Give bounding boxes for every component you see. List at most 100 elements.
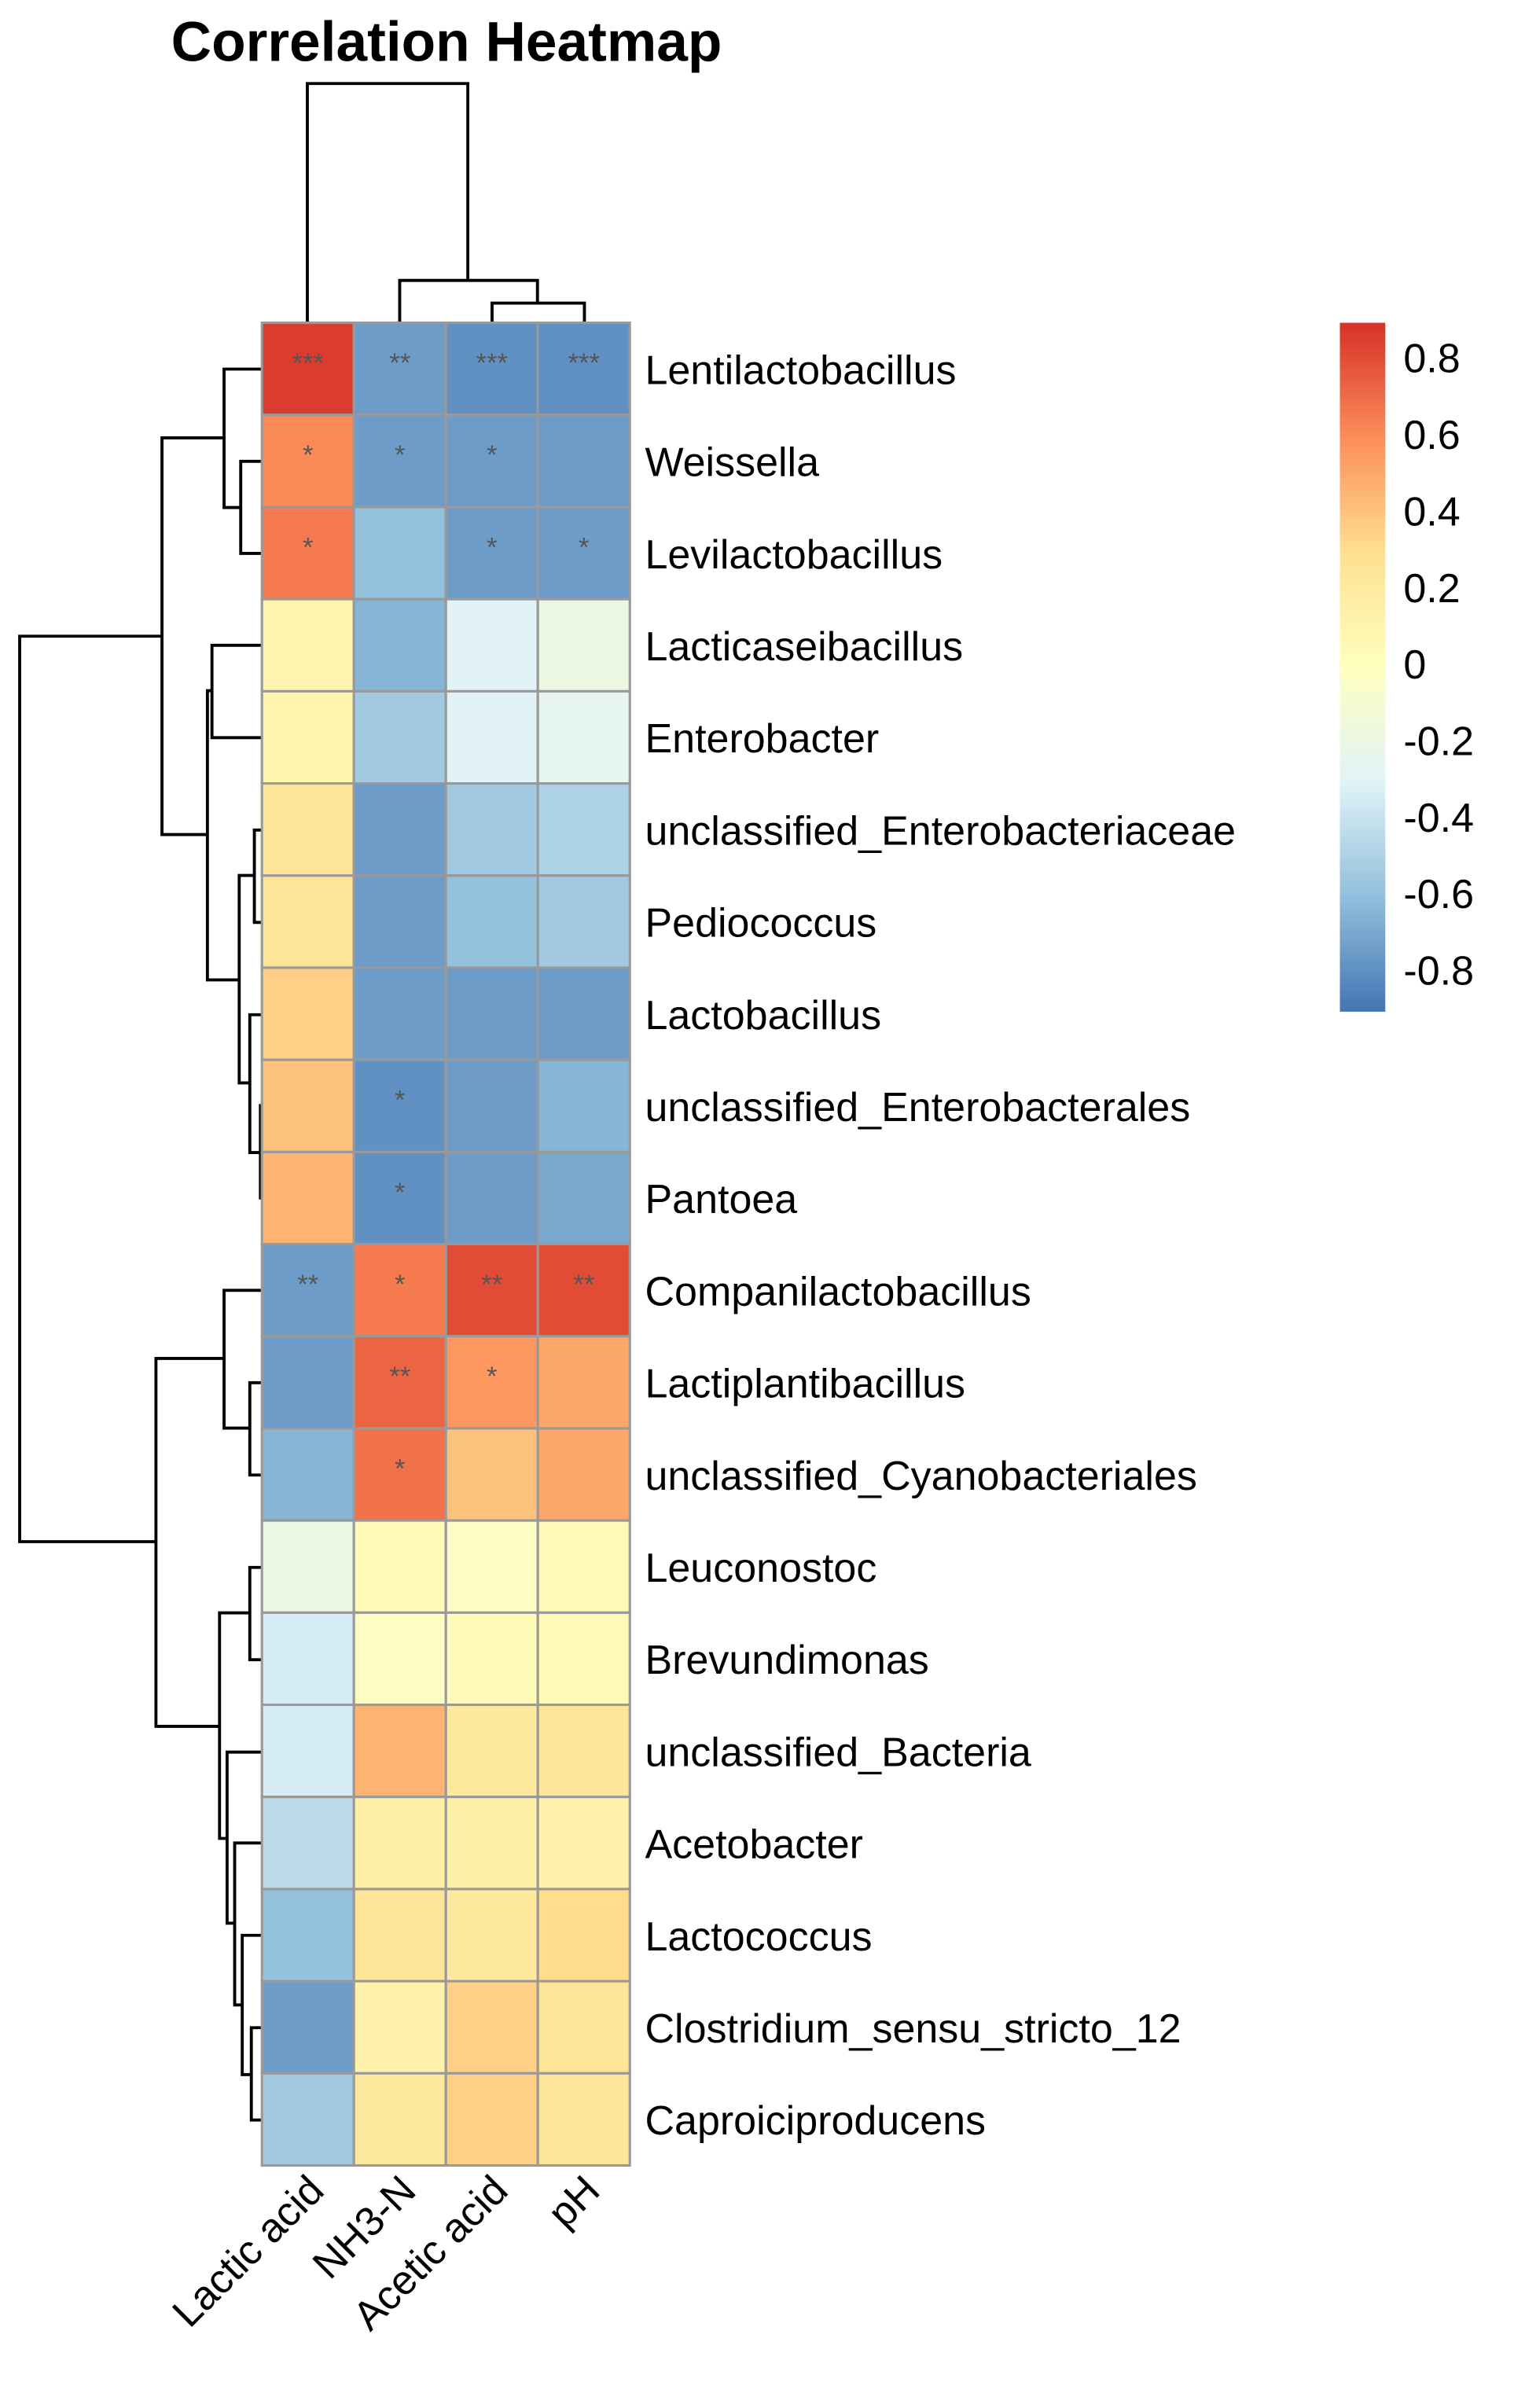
significance-mark: * <box>395 1270 405 1300</box>
legend-tick-label: 0.8 <box>1403 336 1460 382</box>
heatmap-cell <box>260 1242 355 1338</box>
heatmap-cell <box>260 1611 355 1707</box>
heatmap-cell <box>352 1980 447 2075</box>
heatmap-cell <box>260 1427 355 1522</box>
row-dendro-branch <box>233 1841 263 2007</box>
heatmap-cell <box>444 1980 539 2075</box>
heatmap-cell <box>536 1335 631 1430</box>
row-label: Leuconostoc <box>645 1546 876 1591</box>
significance-mark: * <box>395 1086 405 1116</box>
heatmap-cell <box>536 1427 631 1522</box>
row-label: Levilactobacillus <box>645 532 943 578</box>
significance-mark: *** <box>568 348 599 378</box>
row-dendro-branch <box>222 367 263 509</box>
heatmap-cell <box>260 505 355 601</box>
heatmap-cell <box>444 966 539 1061</box>
heatmap-cell <box>260 1796 355 1891</box>
row-label: Companilactobacillus <box>645 1269 1031 1314</box>
heatmap-cell <box>352 689 447 785</box>
heatmap-cell <box>536 1058 631 1153</box>
heatmap-cell <box>444 1796 539 1891</box>
row-label: unclassified_Bacteria <box>645 1730 1031 1775</box>
row-dendro-branch <box>239 459 263 555</box>
heatmap-cell <box>260 1980 355 2075</box>
row-label: Lactiplantibacillus <box>645 1362 965 1407</box>
heatmap-cell <box>444 1611 539 1707</box>
row-label: Lactobacillus <box>645 993 881 1039</box>
heatmap-cell <box>352 1150 447 1246</box>
heatmap-cell <box>444 1888 539 1983</box>
row-label: Lactococcus <box>645 1914 872 1960</box>
heatmap-cell <box>352 2072 447 2167</box>
heatmap-cell <box>444 689 539 785</box>
heatmap-cell <box>352 1242 447 1338</box>
col-dendro-branch <box>306 82 470 323</box>
significance-mark: * <box>487 532 498 562</box>
heatmap-cell <box>444 1703 539 1799</box>
heatmap-cell <box>536 1150 631 1246</box>
heatmap-cell <box>260 1888 355 1983</box>
heatmap-cell <box>536 1611 631 1707</box>
heatmap-cell <box>352 1335 447 1430</box>
heatmap-cell <box>444 1150 539 1246</box>
legend-tick-label: 0.2 <box>1403 566 1460 612</box>
heatmap-cell <box>260 597 355 693</box>
significance-mark: *** <box>476 348 507 378</box>
heatmap-cell <box>352 1519 447 1614</box>
heatmap-cell <box>444 597 539 693</box>
heatmap-cell <box>260 1519 355 1614</box>
heatmap-cell <box>352 966 447 1061</box>
heatmap-cell <box>260 966 355 1061</box>
significance-mark: * <box>303 532 314 562</box>
significance-mark: * <box>395 440 405 470</box>
heatmap-cell <box>536 782 631 877</box>
heatmap-cell <box>536 1242 631 1338</box>
heatmap-cell <box>444 414 539 509</box>
heatmap-cell <box>536 1796 631 1891</box>
heatmap-cell <box>536 1703 631 1799</box>
heatmap-cell <box>536 966 631 1061</box>
heatmap-cell <box>260 874 355 969</box>
row-label: Lentilactobacillus <box>645 347 956 393</box>
significance-mark: *** <box>292 348 323 378</box>
chart-title: Correlation Heatmap <box>171 10 722 73</box>
heatmap-cell <box>260 1058 355 1153</box>
row-label: Pantoea <box>645 1177 797 1222</box>
heatmap-cell <box>536 597 631 693</box>
legend-tick-label: 0.6 <box>1403 413 1460 458</box>
row-dendro-branch <box>237 873 255 1085</box>
significance-mark: ** <box>481 1270 502 1300</box>
legend-colorbar <box>1339 322 1386 1012</box>
heatmap-cells: *** ** *** **** * ** * ***** * ** **** ** <box>260 322 631 2167</box>
column-label: pH <box>539 2167 608 2237</box>
heatmap-cell <box>536 1519 631 1614</box>
row-label: unclassified_Enterobacterales <box>645 1085 1190 1130</box>
row-label: unclassified_Cyanobacteriales <box>645 1454 1196 1499</box>
legend-tick-label: 0.4 <box>1403 489 1460 535</box>
col-dendro-branch <box>491 301 586 323</box>
heatmap-cell <box>352 414 447 509</box>
heatmap-cell <box>260 414 355 509</box>
row-dendro-branch <box>218 1611 250 1840</box>
significance-mark: * <box>303 440 314 470</box>
heatmap-cell <box>260 1703 355 1799</box>
significance-mark: ** <box>297 1270 318 1300</box>
heatmap-cell <box>352 597 447 693</box>
heatmap-cell <box>536 874 631 969</box>
row-label: Enterobacter <box>645 716 879 762</box>
row-dendro-branch <box>225 1750 263 1925</box>
heatmap-cell <box>352 505 447 601</box>
row-dendro-root <box>18 634 163 1543</box>
row-label: Caproiciproducens <box>645 2098 986 2144</box>
legend-tick-label: -0.8 <box>1403 949 1474 994</box>
row-dendrogram <box>18 367 263 2122</box>
heatmap-cell <box>536 1888 631 1983</box>
row-label: Acetobacter <box>645 1822 863 1868</box>
heatmap-cell <box>260 1150 355 1246</box>
row-label: Pediococcus <box>645 901 876 947</box>
column-dendrogram <box>306 82 586 323</box>
significance-mark: * <box>487 440 498 470</box>
heatmap-cell <box>352 1796 447 1891</box>
legend-tick-label: 0 <box>1403 642 1426 688</box>
row-dendro-branch <box>154 1357 225 1728</box>
